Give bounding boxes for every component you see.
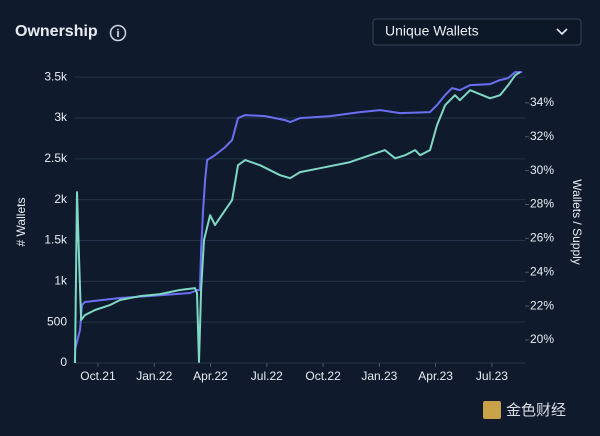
y-tick-label: 3k xyxy=(54,110,68,124)
y-tick-label: 1k xyxy=(54,274,68,288)
y2-tick-label: 22% xyxy=(530,298,554,312)
y2-tick-label: 20% xyxy=(530,332,554,346)
chart-title: Ownership xyxy=(15,23,98,40)
x-tick-label: Apr.22 xyxy=(193,369,228,383)
data-line xyxy=(74,71,523,351)
x-tick-label: Jul.22 xyxy=(251,369,283,383)
x-tick-label: Oct.21 xyxy=(80,369,116,383)
y-tick-label: 2k xyxy=(54,192,68,206)
info-icon[interactable]: i xyxy=(109,24,127,42)
y-tick-label: 1.5k xyxy=(44,233,68,247)
x-tick-label: Oct.22 xyxy=(305,369,341,383)
y-tick-label: 0 xyxy=(60,355,67,369)
y-axis-title: # Wallets xyxy=(14,198,28,247)
x-tick-label: Jan.22 xyxy=(136,369,172,383)
y-tick-label: 2.5k xyxy=(44,151,68,165)
y2-tick-label: 34% xyxy=(530,95,554,109)
x-tick-label: Apr.23 xyxy=(418,369,453,383)
y-tick-label: 500 xyxy=(47,314,67,328)
watermark: 金色财经 xyxy=(483,401,566,419)
x-tick-label: Jul.23 xyxy=(476,369,508,383)
dropdown[interactable]: Unique Wallets xyxy=(372,18,582,46)
watermark-text: 金色财经 xyxy=(506,402,566,419)
y2-tick-label: 26% xyxy=(530,231,554,245)
y2-tick-label: 32% xyxy=(530,129,554,143)
y-tick-label: 3.5k xyxy=(44,69,68,83)
y2-tick-label: 28% xyxy=(530,197,554,211)
y2-tick-label: 30% xyxy=(530,163,554,177)
svg-text:i: i xyxy=(116,28,119,40)
x-tick-label: Jan.23 xyxy=(361,369,397,383)
y2-tick-label: 24% xyxy=(530,264,554,278)
data-line xyxy=(74,71,521,364)
dropdown-label[interactable]: Unique Wallets xyxy=(385,23,479,39)
y2-axis-title: Wallets / Supply xyxy=(570,179,584,265)
